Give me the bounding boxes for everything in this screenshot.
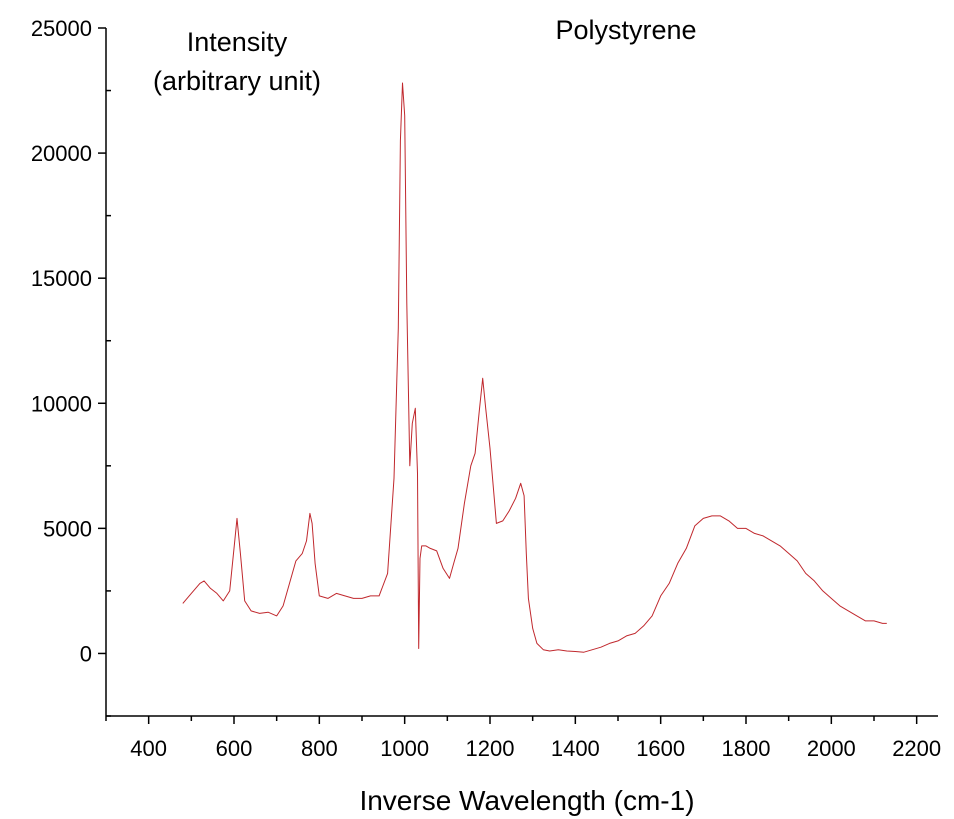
x-tick-label: 2200 xyxy=(892,736,941,761)
y-tick-label: 10000 xyxy=(31,391,92,416)
x-tick-label: 2000 xyxy=(807,736,856,761)
arbitrary-unit-annotation: (arbitrary unit) xyxy=(153,66,321,96)
spectrum-line xyxy=(182,82,887,653)
x-tick-label: 1600 xyxy=(636,736,685,761)
x-tick-label: 1800 xyxy=(722,736,771,761)
y-tick-label: 25000 xyxy=(31,16,92,41)
x-tick-label: 800 xyxy=(301,736,338,761)
x-tick-label: 1200 xyxy=(466,736,515,761)
y-tick-label: 5000 xyxy=(43,516,92,541)
y-tick-label: 0 xyxy=(80,641,92,666)
x-tick-label: 400 xyxy=(130,736,167,761)
y-ticks: 0 5000 10000 15000 20000 25000 xyxy=(31,16,111,717)
x-tick-label: 1000 xyxy=(380,736,429,761)
y-tick-label: 20000 xyxy=(31,141,92,166)
x-tick-label: 1400 xyxy=(551,736,600,761)
y-tick-label: 15000 xyxy=(31,266,92,291)
polystyrene-annotation: Polystyrene xyxy=(555,15,696,45)
x-tick-label: 600 xyxy=(216,736,253,761)
intensity-annotation: Intensity xyxy=(187,27,288,57)
x-ticks: 400 600 800 1000 1200 1400 1600 1800 2000 2200 xyxy=(105,716,941,761)
axes: 0 5000 10000 15000 20000 25000 400 600 800 1000 1… xyxy=(31,16,941,761)
x-axis-title: Inverse Wavelength (cm-1) xyxy=(359,785,694,816)
